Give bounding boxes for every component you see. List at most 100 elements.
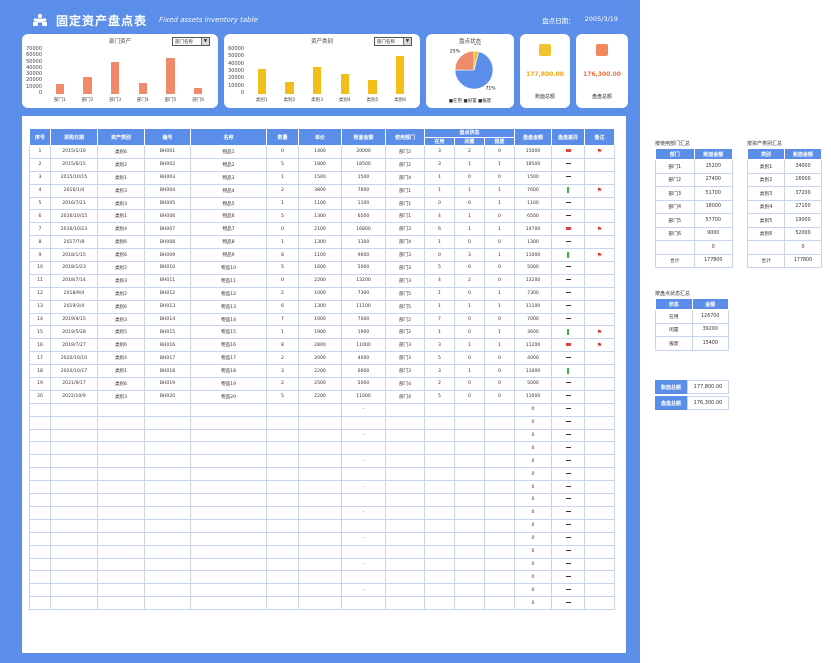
table-cell[interactable] [266,493,299,507]
table-cell[interactable] [266,583,299,598]
table-cell[interactable] [266,428,299,443]
table-cell[interactable]: ⚑ [584,338,615,353]
table-cell[interactable] [424,415,455,430]
table-cell[interactable]: 物品7 [190,222,267,237]
table-cell[interactable]: 2015/10/15 [50,170,98,185]
table-cell[interactable] [551,505,585,520]
table-cell[interactable] [584,480,615,495]
table-cell[interactable]: 1100 [298,196,342,211]
table-row[interactable]: 4 2016/1/4 类别3 BH004 物品4 2 3800 7600 部门1 1 1 1 7600 ⚑ [29,183,615,198]
table-cell[interactable]: 2 [266,286,299,301]
table-cell[interactable] [385,454,425,469]
table-cell[interactable] [50,557,98,572]
table-cell[interactable]: 0 [514,493,552,507]
table-row[interactable]: 类别1 34000 [747,159,822,174]
table-cell[interactable] [484,583,515,598]
table-cell[interactable] [551,415,585,430]
table-cell[interactable]: 0 [693,240,733,255]
table-cell[interactable] [266,454,299,469]
table-row[interactable]: 3 2015/10/15 类别1 BH003 物品3 1 1500 1500 部门4 1 0 0 150… [29,170,615,185]
table-cell[interactable] [385,557,425,572]
table-cell[interactable]: 1 [484,338,515,353]
table-cell[interactable] [144,415,191,430]
table-cell[interactable]: 5000 [341,377,386,391]
table-cell[interactable] [385,570,425,585]
table-cell[interactable] [385,428,425,443]
table-cell[interactable] [298,518,342,533]
table-cell[interactable]: 13 [29,299,51,314]
table-cell[interactable]: 4 [424,209,455,224]
empty-row[interactable]: 0 [29,441,615,456]
table-cell[interactable] [29,583,51,598]
table-cell[interactable] [484,505,515,520]
table-cell[interactable] [584,415,615,430]
table-cell[interactable] [144,544,191,559]
table-cell[interactable] [97,467,145,482]
table-cell[interactable] [144,531,191,546]
table-cell[interactable]: 16000 [784,172,822,187]
table-cell[interactable] [190,493,267,507]
table-cell[interactable] [584,583,615,598]
table-cell[interactable] [29,428,51,443]
table-cell[interactable]: 0 [454,325,485,340]
table-cell[interactable]: 2021/9/17 [50,377,98,391]
table-cell[interactable] [190,441,267,456]
table-cell[interactable]: 11 [29,273,51,288]
table-cell[interactable] [655,240,695,255]
table-cell[interactable]: BH017 [144,351,191,366]
table-cell[interactable]: 1 [424,325,455,340]
table-cell[interactable]: 类别4 [97,222,145,237]
table-cell[interactable]: 1 [424,235,455,250]
table-cell[interactable]: 2100 [298,222,342,237]
table-cell[interactable]: 部门5 [655,213,695,228]
table-cell[interactable]: 6 [29,209,51,224]
table-cell[interactable] [551,312,585,327]
chevron-down-icon[interactable]: ▼ [201,38,209,45]
table-cell[interactable]: 类别4 [97,351,145,366]
table-cell[interactable] [484,454,515,469]
table-cell[interactable]: 11000 [341,338,386,353]
table-cell[interactable] [385,480,425,495]
table-cell[interactable]: 物品19 [190,377,267,391]
table-cell[interactable]: 0 [514,441,552,456]
table-cell[interactable]: 57700 [693,213,733,228]
table-cell[interactable] [29,531,51,546]
table-cell[interactable] [551,273,585,288]
table-cell[interactable]: 2500 [298,377,342,391]
table-cell[interactable]: 15400 [691,336,729,351]
table-cell[interactable]: 27400 [693,172,733,187]
table-cell[interactable] [551,570,585,585]
table-cell[interactable]: 7 [29,222,51,237]
table-cell[interactable] [551,286,585,301]
empty-row[interactable]: 0 [29,415,615,430]
table-cell[interactable]: 177800 [784,253,822,268]
table-cell[interactable]: BH012 [144,286,191,301]
table-cell[interactable] [29,467,51,482]
table-cell[interactable] [424,531,455,546]
table-cell[interactable]: 1400 [298,145,342,159]
chevron-down-icon[interactable]: ▼ [403,38,411,45]
table-cell[interactable]: 3 [424,157,455,172]
table-cell[interactable]: 1300 [298,299,342,314]
table-cell[interactable]: 物品9 [190,248,267,263]
table-cell[interactable]: 2 [454,273,485,288]
table-cell[interactable]: 合计 [655,253,695,268]
table-cell[interactable] [551,222,585,237]
table-cell[interactable]: 类别1 [747,159,785,174]
table-cell[interactable] [190,570,267,585]
table-cell[interactable] [266,467,299,482]
table-cell[interactable] [584,531,615,546]
table-cell[interactable]: 6 [424,222,455,237]
table-cell[interactable]: 部门3 [385,364,425,379]
table-cell[interactable]: 1000 [298,286,342,301]
table-cell[interactable] [144,441,191,456]
table-cell[interactable]: BH009 [144,248,191,263]
table-row[interactable]: 合计 177800 [655,253,733,268]
table-cell[interactable]: 5 [424,261,455,275]
table-cell[interactable]: 合计 [747,253,785,268]
table-row[interactable]: 部门3 51700 [655,186,733,201]
table-cell[interactable] [424,583,455,598]
table-cell[interactable]: 8 [266,338,299,353]
table-cell[interactable] [551,480,585,495]
empty-row[interactable]: 0 [29,518,615,533]
